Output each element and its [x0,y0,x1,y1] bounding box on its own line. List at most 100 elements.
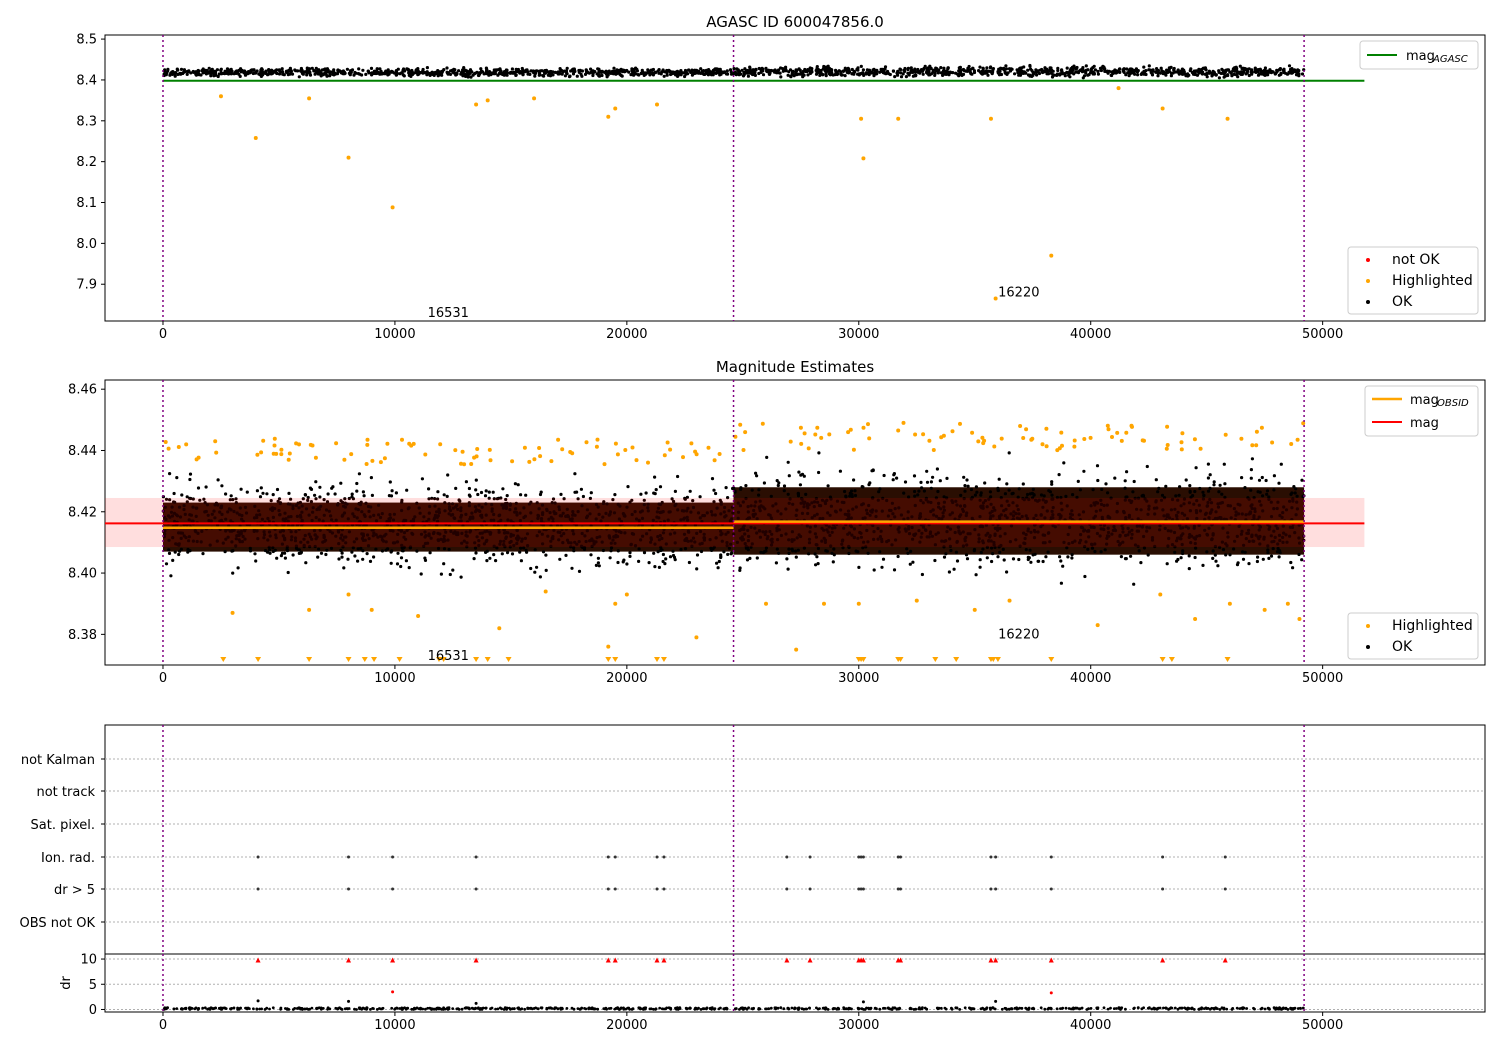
ok-point [353,554,357,558]
ok-point [505,494,509,498]
ok-point [452,67,456,71]
ok-point [484,66,488,70]
ok-point [565,66,569,70]
highlighted-point [1289,442,1294,446]
ok-point [624,69,628,73]
ok-point [306,540,310,544]
ok-point [941,73,945,77]
ok-point [632,67,636,71]
ok-point [860,485,864,489]
ok-point [579,487,584,491]
ok-point [966,66,970,70]
ok-point [405,488,409,492]
ok-point [487,490,491,494]
ok-point [314,66,318,70]
ok-point [1144,72,1148,77]
ok-point [996,488,1000,492]
ok-point [322,72,326,76]
ok-point [1050,68,1054,72]
flag-point [1049,887,1053,891]
ok-point [1090,546,1095,550]
ok-point [258,495,263,499]
ok-point [1178,485,1182,489]
ok-point [596,561,601,565]
legend-marker [1366,300,1370,304]
highlighted-point [806,446,811,451]
ok-point [826,484,830,488]
highlighted-point [176,445,181,449]
ok-point [550,73,554,77]
ok-point [977,69,981,73]
ok-point [1098,66,1103,70]
ok-point [498,539,503,544]
ok-point [459,515,463,519]
ok-point [1263,66,1267,70]
ok-point [258,513,262,517]
highlighted-point [218,94,223,99]
ok-point [1267,70,1271,74]
ok-point [757,493,761,497]
ok-point [1167,66,1171,70]
ok-point [804,69,808,74]
ok-point [988,490,993,494]
ok-point [981,69,985,73]
ok-point [569,69,573,73]
ok-point [794,71,798,75]
ok-point [1028,492,1032,496]
ok-point [591,72,595,76]
ok-point [1157,486,1161,490]
ok-point [225,67,230,71]
highlighted-point [851,447,856,452]
ok-point [933,558,937,563]
y-tick-label: Ion. rad. [41,851,95,866]
ok-point [899,68,903,72]
ok-point [267,545,271,549]
offscale-marker [932,657,939,662]
ok-point [966,484,970,488]
ok-point [465,69,469,73]
highlighted-point [297,442,301,447]
ok-point [577,540,581,544]
ok-point [417,506,421,510]
ok-point [768,72,772,76]
offscale-marker [1224,657,1231,662]
ok-point [528,72,532,76]
ok-point [597,564,601,568]
ok-point [786,567,790,571]
ok-point [1253,66,1257,70]
ok-point [1224,553,1228,557]
ok-point [1031,487,1035,491]
ok-point [817,451,821,455]
flag-point [1049,855,1053,859]
ok-point [983,481,987,485]
ok-point [529,566,533,571]
highlighted-point [615,452,620,457]
ok-point [1265,489,1270,493]
ok-point [175,476,179,480]
ok-point [366,544,371,548]
flag-point [256,855,260,859]
ok-point [1233,66,1237,70]
highlighted-point [741,448,746,452]
ok-point [377,513,381,517]
ok-point [1151,69,1155,73]
ok-point [553,511,557,516]
ok-point [969,487,974,492]
ok-point [529,511,533,515]
ok-point [451,513,455,517]
ok-point [508,508,512,512]
highlighted-point [453,448,458,453]
ok-point [974,485,979,489]
ok-point [637,559,641,564]
ok-point [677,70,682,74]
ok-point [451,502,455,506]
highlighted-point [1130,424,1134,429]
ok-point [595,536,599,540]
legend-label-subscript: AGASC [1432,54,1468,65]
highlighted-point [568,450,573,454]
ok-point [498,542,502,546]
ok-point [840,73,844,77]
ok-point [1269,554,1274,558]
ok-point [280,67,284,71]
ok-point [332,68,336,72]
